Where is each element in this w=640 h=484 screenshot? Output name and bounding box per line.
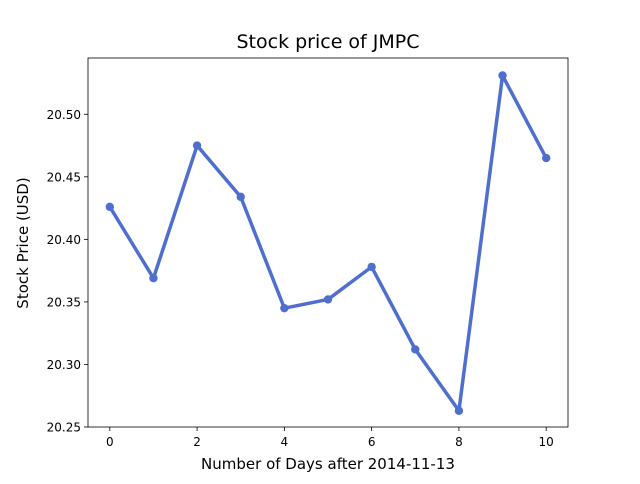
data-point — [367, 262, 376, 272]
chart-title: Stock price of JMPC — [236, 31, 419, 53]
x-tick-label: 6 — [368, 435, 376, 449]
data-point — [280, 303, 289, 313]
data-point — [541, 153, 551, 163]
x-tick-label: 0 — [106, 435, 114, 449]
y-tick-label: 20.30 — [47, 358, 81, 372]
x-tick-label: 4 — [281, 435, 289, 449]
y-tick-label: 20.50 — [47, 108, 81, 122]
data-point — [323, 295, 333, 304]
x-tick-label: 10 — [539, 435, 554, 449]
data-point — [105, 202, 115, 212]
y-tick-label: 20.40 — [47, 233, 81, 247]
data-point — [411, 345, 420, 354]
y-tick-label: 20.45 — [47, 170, 81, 184]
plot-area: 0 2 4 6 8 10 20.25 20.30 20.35 20.40 20.45 20.50 — [47, 57, 569, 449]
x-tick-label: 2 — [193, 435, 201, 449]
y-tick-label: 20.35 — [47, 295, 81, 309]
data-point — [192, 141, 202, 150]
data-point — [454, 406, 464, 415]
x-axis-label: Number of Days after 2014-11-13 — [201, 455, 455, 473]
data-point — [498, 71, 507, 80]
y-tick-label: 20.25 — [47, 421, 81, 435]
y-axis-label: Stock Price (USD) — [14, 177, 32, 308]
x-tick-label: 8 — [455, 435, 463, 449]
data-point — [236, 192, 245, 202]
data-point — [149, 273, 158, 283]
plot-frame — [87, 57, 569, 428]
